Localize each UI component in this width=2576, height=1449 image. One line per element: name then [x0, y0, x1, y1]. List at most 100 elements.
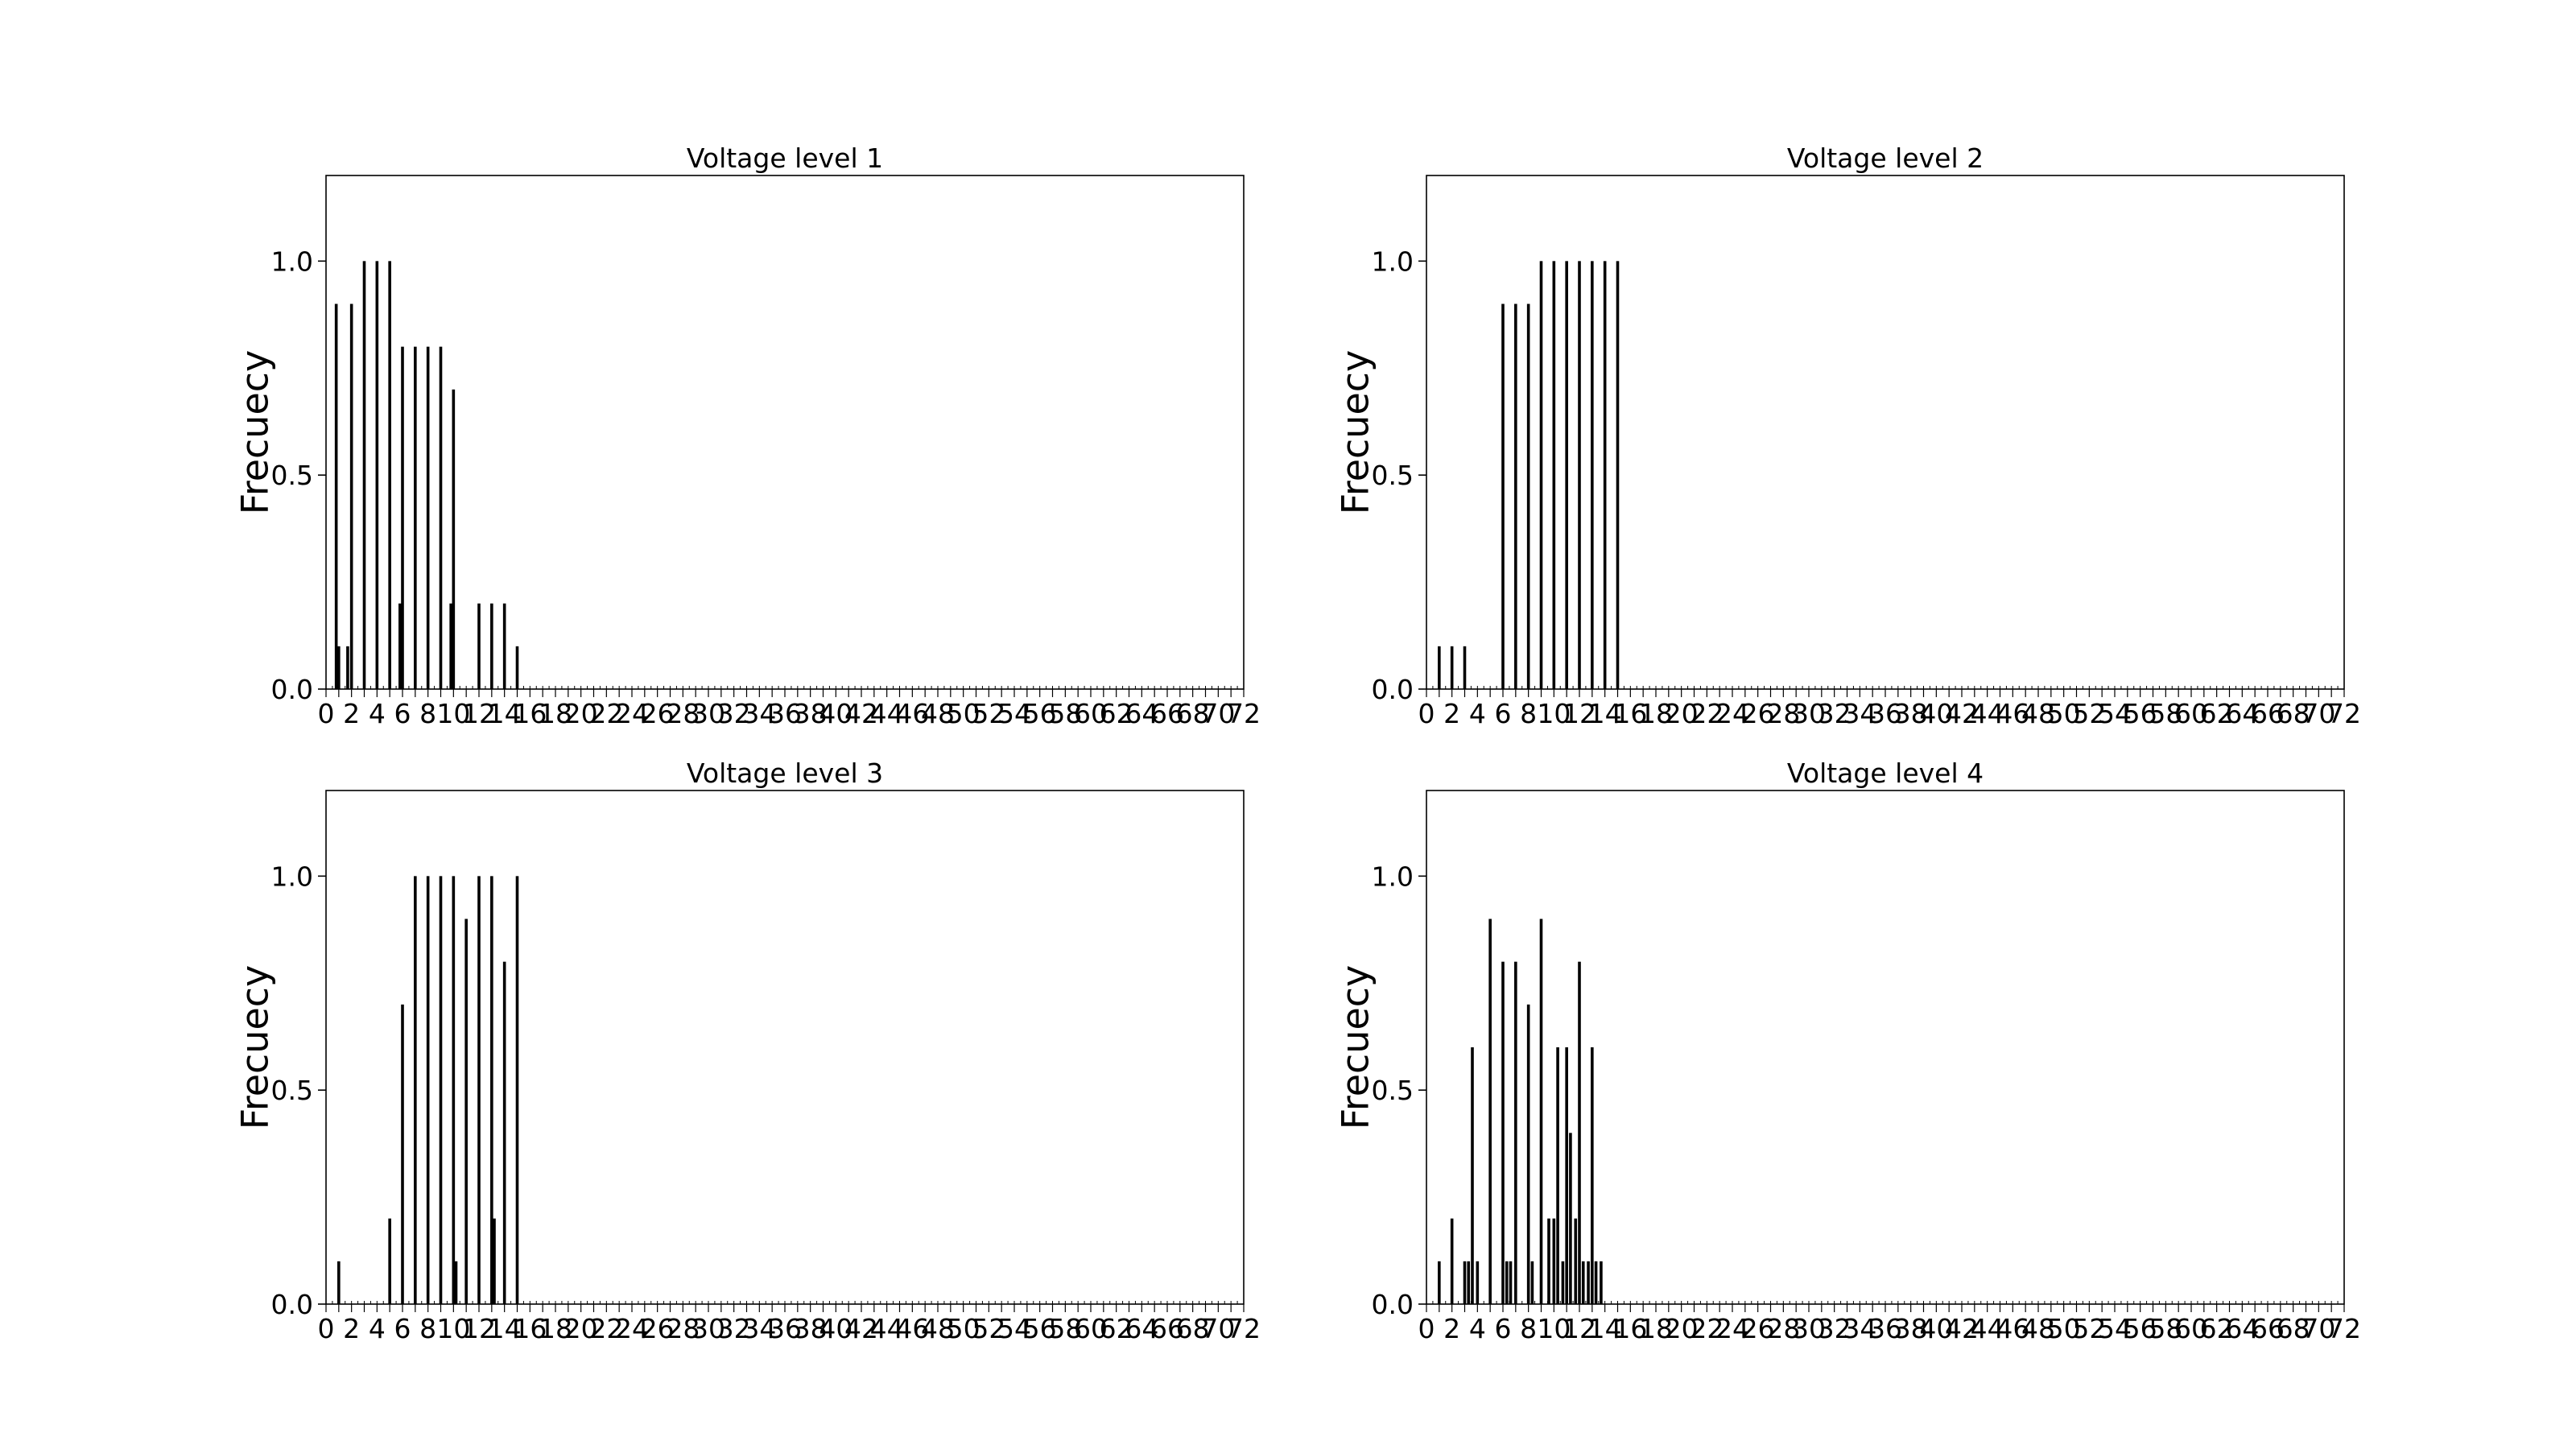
x-tick-label: 10 — [436, 1313, 470, 1344]
x-tick-label: 68 — [2277, 1313, 2310, 1344]
bar — [1574, 1218, 1578, 1304]
chart-title: Voltage level 1 — [687, 142, 883, 174]
x-tick-label: 18 — [1639, 698, 1673, 729]
x-tick-label: 48 — [921, 1313, 955, 1344]
bar — [337, 1261, 341, 1304]
x-tick-label: 32 — [1818, 1313, 1852, 1344]
x-tick-label: 16 — [513, 698, 547, 729]
x-tick-label: 8 — [1520, 1313, 1537, 1344]
bar — [1514, 961, 1517, 1304]
y-axis-label: Frecuecy — [1334, 350, 1377, 515]
x-tick-label: 56 — [2124, 698, 2157, 729]
x-tick-label: 28 — [666, 698, 700, 729]
bar — [1450, 1218, 1454, 1304]
x-tick-label: 42 — [1945, 698, 1979, 729]
x-tick-label: 20 — [564, 698, 598, 729]
bar — [1565, 1047, 1568, 1304]
x-tick-label: 52 — [2072, 698, 2106, 729]
chart-title: Voltage level 2 — [1787, 142, 1984, 174]
x-tick-label: 6 — [1495, 1313, 1512, 1344]
x-tick-label: 70 — [2301, 698, 2335, 729]
bar — [1600, 1261, 1603, 1304]
bar — [454, 1261, 458, 1304]
bar — [1514, 303, 1517, 689]
bar — [401, 1004, 404, 1304]
bar — [502, 961, 506, 1304]
x-tick-label: 26 — [1741, 698, 1775, 729]
x-tick-label: 46 — [1996, 1313, 2029, 1344]
bar — [515, 876, 519, 1304]
x-tick-label: 10 — [436, 698, 470, 729]
x-tick-label: 6 — [394, 698, 411, 729]
y-tick-label: 1.0 — [1372, 861, 1414, 892]
x-tick-label: 48 — [2021, 1313, 2055, 1344]
bar — [1438, 1261, 1441, 1304]
bar — [1569, 1133, 1572, 1304]
bar — [388, 1218, 391, 1304]
x-tick-label: 44 — [1971, 1313, 2004, 1344]
x-tick-label: 0 — [318, 698, 335, 729]
x-tick-label: 52 — [972, 698, 1005, 729]
bar — [1561, 1261, 1565, 1304]
x-tick-label: 72 — [2327, 698, 2361, 729]
bar — [337, 646, 341, 689]
bar — [1509, 1261, 1513, 1304]
bar — [464, 919, 468, 1304]
x-tick-label: 66 — [2251, 698, 2285, 729]
x-tick-label: 18 — [539, 1313, 572, 1344]
x-tick-label: 68 — [2277, 698, 2310, 729]
x-tick-label: 66 — [1150, 698, 1184, 729]
y-tick-label: 0.0 — [271, 674, 313, 705]
y-tick-label: 1.0 — [271, 861, 313, 892]
x-tick-label: 62 — [2200, 1313, 2234, 1344]
x-tick-label: 44 — [870, 698, 904, 729]
bar — [1450, 646, 1454, 689]
y-tick-label: 0.0 — [271, 1289, 313, 1320]
x-tick-label: 66 — [1150, 1313, 1184, 1344]
x-tick-label: 8 — [1520, 698, 1537, 729]
x-tick-label: 40 — [819, 1313, 852, 1344]
x-tick-label: 42 — [1945, 1313, 1979, 1344]
bar — [334, 303, 338, 689]
x-tick-label: 64 — [1125, 698, 1158, 729]
x-tick-label: 54 — [2098, 1313, 2132, 1344]
x-tick-label: 26 — [641, 698, 675, 729]
bar — [1578, 961, 1581, 1304]
x-tick-label: 0 — [1418, 1313, 1435, 1344]
bar — [1594, 1261, 1598, 1304]
x-tick-label: 28 — [1766, 698, 1800, 729]
x-tick-label: 30 — [1792, 698, 1826, 729]
x-tick-label: 34 — [742, 698, 776, 729]
x-tick-label: 2 — [343, 698, 360, 729]
x-tick-label: 40 — [819, 698, 852, 729]
bar — [1505, 1261, 1509, 1304]
x-tick-label: 16 — [1613, 698, 1647, 729]
bar — [1591, 261, 1594, 689]
y-tick-label: 0.5 — [1372, 1075, 1414, 1106]
x-tick-label: 2 — [1443, 1313, 1460, 1344]
x-tick-label: 62 — [1100, 698, 1133, 729]
bar — [1565, 261, 1568, 689]
x-tick-label: 38 — [1894, 1313, 1928, 1344]
bar — [1578, 261, 1581, 689]
x-tick-label: 68 — [1176, 698, 1210, 729]
bar — [502, 603, 506, 689]
x-tick-label: 18 — [539, 698, 572, 729]
y-axis-label: Frecuecy — [1334, 965, 1377, 1130]
x-tick-label: 12 — [462, 1313, 496, 1344]
y-tick-label: 0.5 — [271, 1075, 313, 1106]
x-tick-label: 16 — [1613, 1313, 1647, 1344]
x-tick-label: 20 — [564, 1313, 598, 1344]
x-tick-label: 24 — [615, 698, 649, 729]
bar — [414, 346, 417, 689]
x-tick-label: 8 — [419, 698, 436, 729]
x-tick-label: 28 — [1766, 1313, 1800, 1344]
x-tick-label: 12 — [462, 698, 496, 729]
x-tick-label: 10 — [1537, 698, 1571, 729]
x-tick-label: 70 — [2301, 1313, 2335, 1344]
x-tick-label: 58 — [1048, 1313, 1082, 1344]
x-tick-label: 6 — [1495, 698, 1512, 729]
x-tick-label: 32 — [717, 1313, 751, 1344]
